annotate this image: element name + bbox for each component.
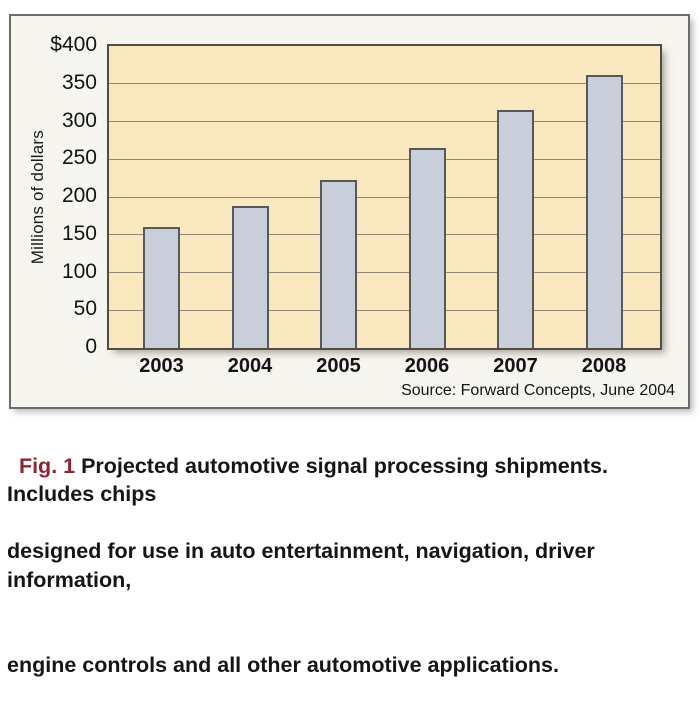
y-tick-label-100: 100 xyxy=(61,259,97,283)
gridline-50 xyxy=(109,309,660,311)
y-tick-label-200: 200 xyxy=(61,184,97,207)
y-tick-label-300: 300 xyxy=(61,108,97,132)
fig-label: Fig. 1 xyxy=(18,453,76,478)
figure-panel: Millions of dollars $400 350 300 250 200 150 1… xyxy=(9,14,690,409)
x-tick-label-2006: 2006 xyxy=(404,355,450,377)
bar-2005 xyxy=(320,180,357,348)
caption-line-1: Projected automotive signal processing s… xyxy=(7,453,620,507)
bar-2006 xyxy=(408,147,446,348)
caption-line-3: engine controls and all other automotive… xyxy=(7,653,559,677)
gridline-150 xyxy=(109,234,660,236)
gridline-350 xyxy=(109,83,660,85)
bar-2007 xyxy=(497,110,534,348)
gridline-250 xyxy=(109,158,660,160)
source-note: Source: Forward Concepts, June 2004 xyxy=(401,382,675,399)
bar-2004 xyxy=(231,206,269,348)
x-tick-label-2004: 2004 xyxy=(227,355,273,377)
gridline-200 xyxy=(109,196,660,198)
caption-line-2: designed for use in auto entertainment, … xyxy=(7,539,601,592)
x-tick-label-2008: 2008 xyxy=(581,355,627,377)
x-tick-label-2003: 2003 xyxy=(139,355,184,377)
y-tick-label-0: 0 xyxy=(85,335,97,358)
figure-caption: Fig. 1 Projected automotive signal proce… xyxy=(7,423,700,708)
y-tick-label-350: 350 xyxy=(61,70,97,94)
x-tick-label-2005: 2005 xyxy=(316,355,361,377)
y-tick-label-400: $400 xyxy=(50,33,97,56)
bar-2008 xyxy=(585,74,623,348)
plot-area xyxy=(107,44,662,350)
gridline-300 xyxy=(109,121,660,122)
y-tick-label-50: 50 xyxy=(73,297,97,321)
bar-2003 xyxy=(143,227,180,348)
y-tick-label-150: 150 xyxy=(61,221,97,245)
y-tick-label-250: 250 xyxy=(61,146,97,170)
x-tick-label-2007: 2007 xyxy=(493,355,538,377)
gridline-100 xyxy=(109,272,660,273)
